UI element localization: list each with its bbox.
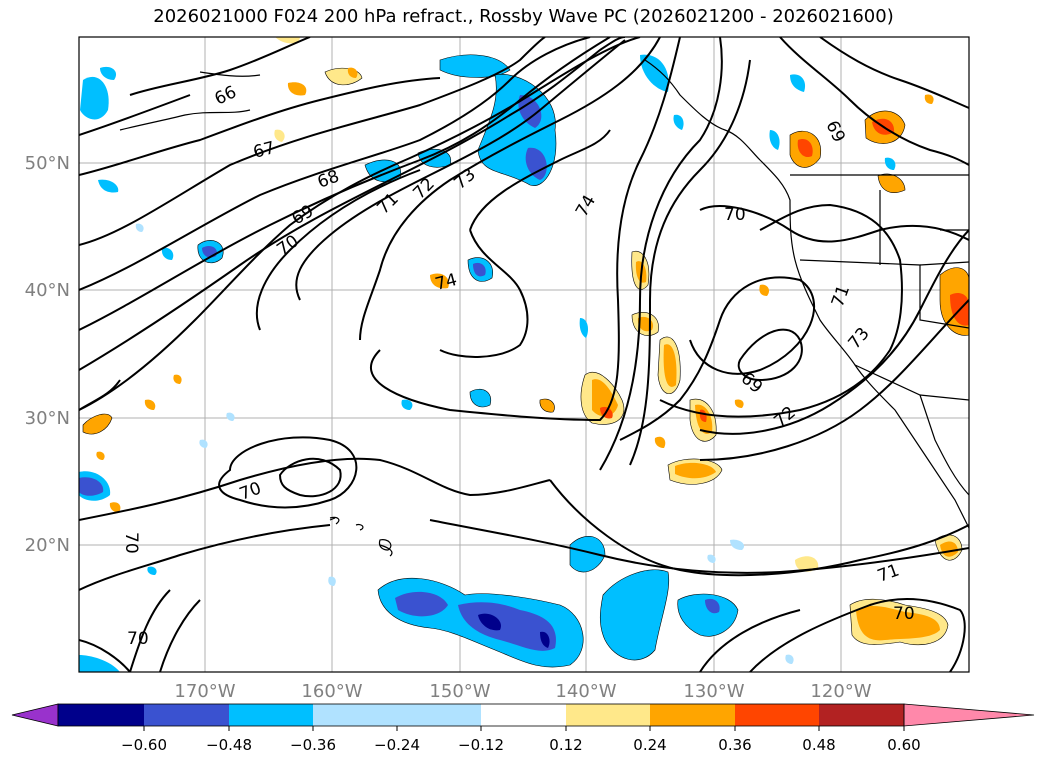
- colorbar-segment: [650, 704, 735, 726]
- lat-label: 30°N: [25, 408, 70, 429]
- colorbar-segment: [313, 704, 397, 726]
- colorbar-segment: [229, 704, 313, 726]
- colorbar-max-extension: [903, 703, 1035, 727]
- hawaii-islands: [329, 517, 392, 551]
- negative-anomaly-shading: [79, 54, 896, 672]
- lon-label: 150°W: [429, 681, 490, 702]
- contour-label: 70: [127, 629, 149, 649]
- lon-label: 120°W: [810, 681, 871, 702]
- contour-label: 70: [724, 205, 746, 225]
- lon-label: 130°W: [683, 681, 744, 702]
- lon-label: 140°W: [555, 681, 616, 702]
- contour-label: 70: [893, 604, 915, 624]
- colorbar-tick-label: 0.48: [802, 736, 835, 754]
- colorbar-segment: [819, 704, 904, 726]
- colorbar-tick-label: 0.60: [887, 736, 920, 754]
- colorbar: −0.60 −0.48 −0.36 −0.24 −0.12 0.12 0.24 …: [11, 703, 1035, 754]
- colorbar-tick-label: 0.12: [549, 736, 582, 754]
- colorbar-ticks: [143, 726, 905, 731]
- colorbar-tick-label: −0.60: [121, 736, 167, 754]
- colorbar-tick-label: 0.24: [633, 736, 666, 754]
- colorbar-tick-label: −0.12: [458, 736, 504, 754]
- refractivity-contours: [79, 37, 969, 672]
- colorbar-min-extension: [11, 703, 59, 727]
- coastlines: [119, 59, 969, 557]
- plot-border: [78, 36, 970, 673]
- colorbar-segment: [735, 704, 819, 726]
- colorbar-segment: [481, 704, 566, 726]
- colorbar-segment: [566, 704, 650, 726]
- lat-label: 20°N: [25, 535, 70, 556]
- lat-label: 50°N: [25, 153, 70, 174]
- lon-label: 160°W: [301, 681, 362, 702]
- colorbar-segment: [397, 704, 481, 726]
- colorbar-tick-label: −0.48: [206, 736, 252, 754]
- contour-label: 70: [121, 532, 141, 554]
- colorbar-tick-label: 0.36: [718, 736, 751, 754]
- colorbar-segment: [144, 704, 229, 726]
- latitude-labels: 50°N 40°N 30°N 20°N: [25, 153, 70, 556]
- colorbar-tick-labels: −0.60 −0.48 −0.36 −0.24 −0.12 0.12 0.24 …: [121, 736, 921, 754]
- lat-label: 40°N: [25, 280, 70, 301]
- map-title: 2026021000 F024 200 hPa refract., Rossby…: [153, 6, 894, 27]
- colorbar-tick-label: −0.24: [374, 736, 420, 754]
- colorbar-tick-label: −0.36: [290, 736, 336, 754]
- lon-label: 170°W: [174, 681, 235, 702]
- colorbar-segment: [58, 704, 144, 726]
- longitude-labels: 170°W 160°W 150°W 140°W 130°W 120°W: [174, 681, 871, 702]
